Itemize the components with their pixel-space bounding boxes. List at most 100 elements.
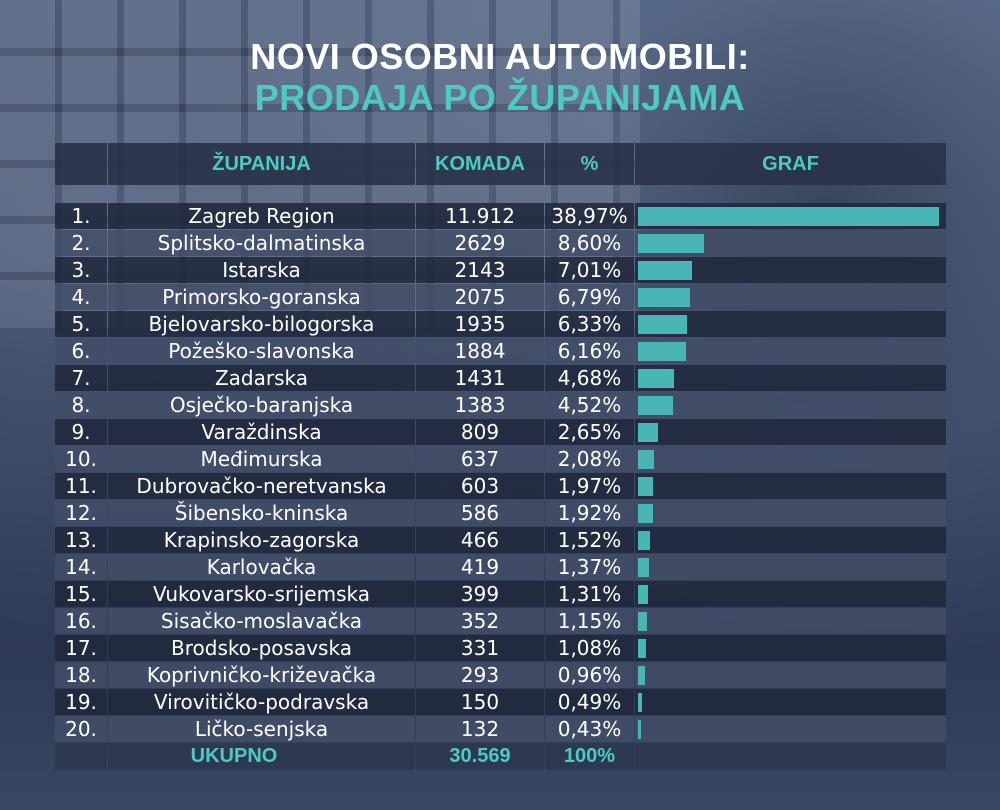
header-rank [55,143,107,185]
graph-cell [635,662,946,688]
pct-cell: 2,65% [545,419,634,445]
total-graph [635,743,946,770]
graph-cell [635,230,946,256]
county-cell: Zagreb Region [108,203,415,229]
share-bar [638,504,653,523]
qty-cell: 603 [416,473,544,499]
table-row: 6. Požeško-slavonska 1884 6,16% [55,338,946,364]
total-row: UKUPNO 30.569 100% [55,743,946,770]
rank-cell: 8. [55,392,107,418]
qty-cell: 637 [416,446,544,472]
qty-cell: 466 [416,527,544,553]
table-row: 18. Koprivničko-križevačka 293 0,96% [55,662,946,688]
rank-cell: 15. [55,581,107,607]
county-cell: Varaždinska [108,419,415,445]
qty-cell: 331 [416,635,544,661]
graph-cell [635,716,946,742]
table-row: 3. Istarska 2143 7,01% [55,257,946,283]
qty-cell: 1884 [416,338,544,364]
graph-cell [635,500,946,526]
share-bar [638,423,658,442]
graph-cell [635,446,946,472]
table-row: 4. Primorsko-goranska 2075 6,79% [55,284,946,310]
rank-cell: 20. [55,716,107,742]
pct-cell: 0,43% [545,716,634,742]
table-row: 13. Krapinsko-zagorska 466 1,52% [55,527,946,553]
rank-cell: 16. [55,608,107,634]
rank-cell: 11. [55,473,107,499]
graph-cell [635,635,946,661]
rank-cell: 17. [55,635,107,661]
table-row: 17. Brodsko-posavska 331 1,08% [55,635,946,661]
header-row: ŽUPANIJA KOMADA % GRAF [55,143,946,185]
table-row: 2. Splitsko-dalmatinska 2629 8,60% [55,230,946,256]
share-bar [638,261,692,280]
county-cell: Istarska [108,257,415,283]
table-row: 10. Međimurska 637 2,08% [55,446,946,472]
graph-cell [635,689,946,715]
header-qty: KOMADA [416,143,544,185]
total-qty: 30.569 [416,743,544,770]
share-bar [638,531,650,550]
table-row: 12. Šibensko-kninska 586 1,92% [55,500,946,526]
graph-cell [635,365,946,391]
graph-cell [635,554,946,580]
table-row: 15. Vukovarsko-srijemska 399 1,31% [55,581,946,607]
graph-cell [635,581,946,607]
table-row: 7. Zadarska 1431 4,68% [55,365,946,391]
county-cell: Karlovačka [108,554,415,580]
county-cell: Ličko-senjska [108,716,415,742]
title-line-1: NOVI OSOBNI AUTOMOBILI: [250,36,750,77]
county-cell: Zadarska [108,365,415,391]
pct-cell: 6,33% [545,311,634,337]
table-row: 1. Zagreb Region 11.912 38,97% [55,203,946,229]
qty-cell: 132 [416,716,544,742]
header-county: ŽUPANIJA [108,143,415,185]
table-row: 5. Bjelovarsko-bilogorska 1935 6,33% [55,311,946,337]
total-rank [55,743,107,770]
pct-cell: 6,79% [545,284,634,310]
qty-cell: 399 [416,581,544,607]
share-bar [638,207,939,226]
pct-cell: 1,52% [545,527,634,553]
share-bar [638,396,673,415]
pct-cell: 6,16% [545,338,634,364]
qty-cell: 150 [416,689,544,715]
rank-cell: 12. [55,500,107,526]
qty-cell: 2629 [416,230,544,256]
rank-cell: 3. [55,257,107,283]
share-bar [638,720,641,739]
county-cell: Primorsko-goranska [108,284,415,310]
rank-cell: 19. [55,689,107,715]
qty-cell: 1935 [416,311,544,337]
share-bar [638,693,642,712]
graph-cell [635,311,946,337]
county-cell: Koprivničko-križevačka [108,662,415,688]
share-bar [638,666,645,685]
rank-cell: 14. [55,554,107,580]
share-bar [638,477,653,496]
share-bar [638,234,704,253]
pct-cell: 1,15% [545,608,634,634]
qty-cell: 2075 [416,284,544,310]
table-row: 14. Karlovačka 419 1,37% [55,554,946,580]
share-bar [638,585,648,604]
table-row: 11. Dubrovačko-neretvanska 603 1,97% [55,473,946,499]
rank-cell: 1. [55,203,107,229]
pct-cell: 8,60% [545,230,634,256]
table-total: UKUPNO 30.569 100% [55,743,946,770]
share-bar [638,315,687,334]
county-cell: Dubrovačko-neretvanska [108,473,415,499]
header-graph: GRAF [635,143,946,185]
rank-cell: 5. [55,311,107,337]
table-row: 19. Virovitičko-podravska 150 0,49% [55,689,946,715]
graph-cell [635,419,946,445]
share-bar [638,288,690,307]
rank-cell: 9. [55,419,107,445]
rank-cell: 13. [55,527,107,553]
total-pct: 100% [545,743,634,770]
graph-cell [635,527,946,553]
qty-cell: 809 [416,419,544,445]
county-cell: Brodsko-posavska [108,635,415,661]
table-row: 16. Sisačko-moslavačka 352 1,15% [55,608,946,634]
